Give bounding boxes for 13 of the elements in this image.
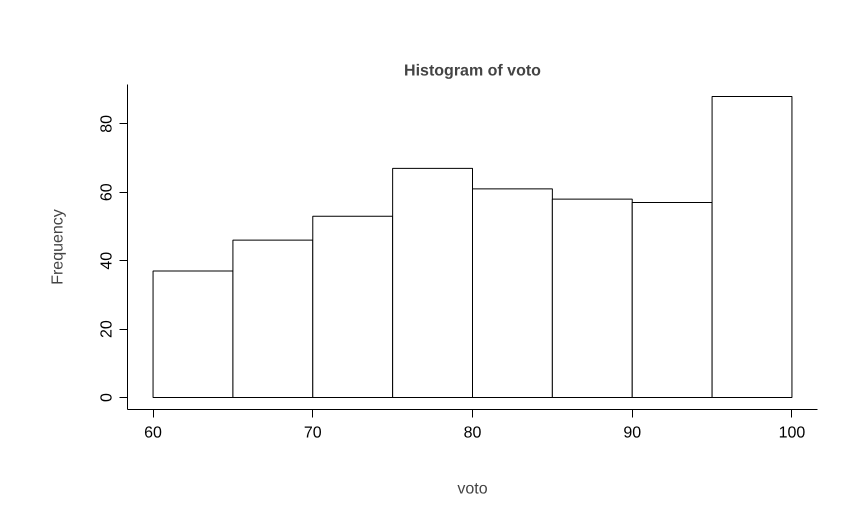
x-tick-label: 70 (304, 424, 322, 442)
x-tick-label: 60 (144, 424, 162, 442)
y-tick-label: 80 (98, 114, 116, 133)
x-axis-title: voto (457, 480, 488, 498)
x-tick-label: 80 (464, 424, 482, 442)
y-tick-label: 20 (98, 320, 116, 338)
x-tick-label: 100 (778, 424, 806, 442)
chart-title: Histogram of voto (404, 62, 542, 80)
x-tick-label: 90 (623, 424, 642, 442)
y-axis-title: Frequency (50, 209, 66, 285)
y-tick-label: 0 (98, 392, 116, 402)
y-tick-label: 60 (98, 183, 116, 202)
y-tick-label: 40 (98, 252, 116, 270)
